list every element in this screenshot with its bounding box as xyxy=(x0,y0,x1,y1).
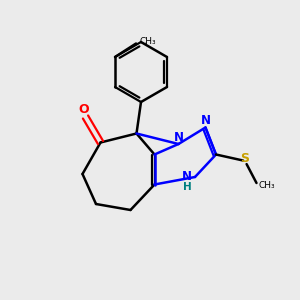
Text: N: N xyxy=(182,170,192,184)
Text: CH₃: CH₃ xyxy=(140,38,156,46)
Text: N: N xyxy=(173,130,184,144)
Text: O: O xyxy=(79,103,89,116)
Text: S: S xyxy=(240,152,249,166)
Text: H: H xyxy=(182,182,191,193)
Text: N: N xyxy=(200,114,211,127)
Text: CH₃: CH₃ xyxy=(259,182,275,190)
